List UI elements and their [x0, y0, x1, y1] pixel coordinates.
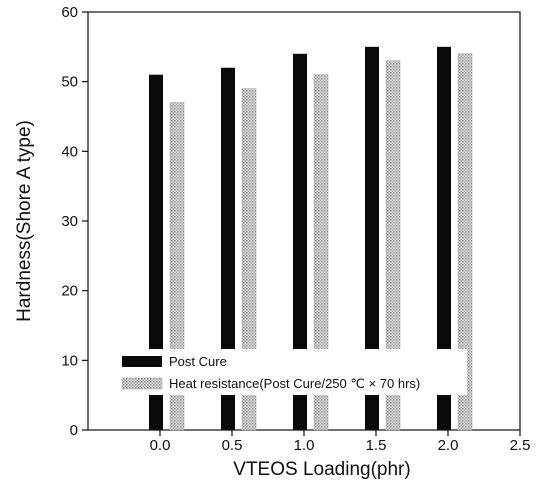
bar-series1-1.5	[365, 46, 379, 430]
bar-series2-0.0	[169, 102, 185, 431]
legend: Post Cure Heat resistance(Post Cure/250 ℃…	[121, 354, 420, 391]
x-tick-label: 1.0	[294, 437, 315, 454]
x-axis-ticks: 0.0 0.5 1.0 1.5 2.0 2.5	[150, 430, 531, 454]
bar-series1-0.0	[149, 74, 163, 430]
x-axis-title: VTEOS Loading(phr)	[233, 459, 410, 480]
bar-series2-1.0	[313, 74, 329, 431]
y-tick-label: 40	[61, 143, 78, 160]
y-tick-label: 10	[61, 352, 78, 369]
y-axis-ticks: 0 10 20 30 40 50 60	[61, 4, 88, 439]
x-tick-label: 0.5	[222, 437, 243, 454]
bar-series1-0.5	[221, 67, 235, 430]
legend-background	[115, 349, 467, 395]
bar-series1-1.0	[293, 53, 307, 431]
x-tick-label: 2.5	[510, 437, 531, 454]
legend-swatch-series2	[121, 377, 163, 390]
bar-series2-0.5	[241, 88, 257, 431]
bars-group	[149, 46, 473, 431]
bar-series1-2.0	[437, 46, 451, 430]
x-tick-label: 1.5	[366, 437, 387, 454]
bar-series2-2.0	[457, 53, 473, 431]
bar-series2-1.5	[385, 60, 401, 431]
x-tick-label: 0.0	[150, 437, 171, 454]
y-tick-label: 30	[61, 213, 78, 230]
y-tick-label: 60	[61, 4, 78, 21]
legend-swatch-series1	[122, 356, 162, 367]
y-axis-title: Hardness(Shore A type)	[14, 120, 35, 322]
legend-label-series2: Heat resistance(Post Cure/250 ℃ × 70 hrs…	[169, 376, 420, 391]
y-tick-label: 20	[61, 283, 78, 300]
y-tick-label: 50	[61, 74, 78, 91]
y-tick-label: 0	[70, 422, 78, 439]
legend-label-series1: Post Cure	[169, 354, 227, 369]
x-tick-label: 2.0	[438, 437, 459, 454]
